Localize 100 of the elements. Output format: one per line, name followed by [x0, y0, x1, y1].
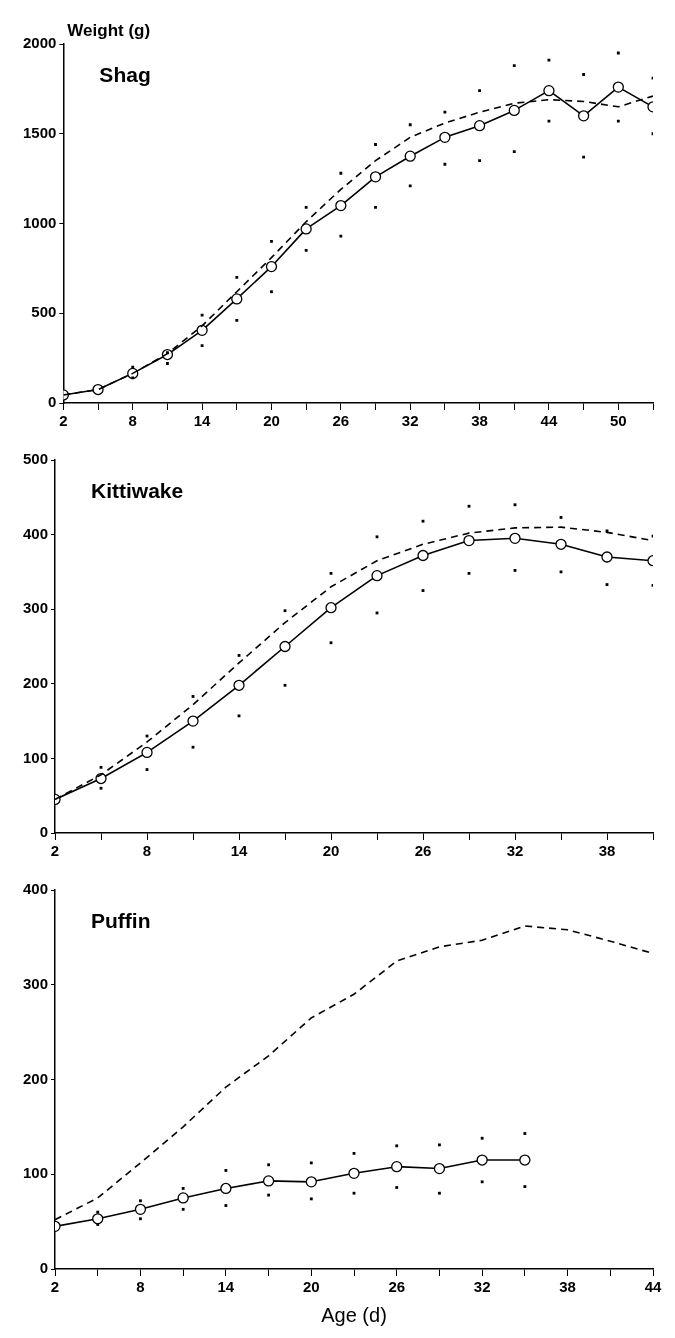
point — [443, 162, 447, 166]
point — [262, 1175, 275, 1187]
point — [371, 569, 383, 582]
point — [231, 293, 243, 305]
x-tick-label: 8 — [128, 412, 137, 430]
point — [309, 1197, 313, 1201]
x-tick-label: 38 — [471, 412, 488, 430]
y-tick-label: 300 — [23, 974, 49, 992]
point — [96, 1210, 100, 1214]
point — [601, 551, 613, 563]
y-axis-title: Weight (g) — [67, 21, 151, 41]
point — [348, 1167, 360, 1179]
point — [224, 1169, 228, 1172]
point — [224, 1204, 228, 1207]
x-tick-label: 44 — [644, 1278, 662, 1296]
point — [181, 1207, 185, 1211]
x-tick-label: 32 — [401, 412, 419, 430]
x-tick-label: 20 — [322, 842, 340, 860]
point — [509, 532, 521, 544]
point — [417, 549, 429, 562]
point — [408, 123, 412, 127]
point — [512, 64, 516, 67]
point — [555, 538, 567, 550]
point — [433, 1162, 446, 1175]
point — [92, 1213, 104, 1225]
y-tick-label: 200 — [23, 673, 49, 691]
x-tick-label: 2 — [50, 842, 60, 860]
point — [96, 1223, 100, 1226]
x-tick-label: 26 — [388, 1278, 406, 1296]
point — [325, 602, 337, 614]
point — [395, 1186, 399, 1189]
point — [134, 1203, 147, 1215]
text: Shag — [99, 63, 151, 87]
point — [304, 249, 308, 252]
point — [391, 1161, 403, 1173]
text: Kittiwake — [91, 479, 184, 503]
x-tick-label: 38 — [559, 1278, 576, 1296]
point — [523, 1185, 527, 1188]
x-axis-title: Age (d) — [321, 1303, 387, 1326]
point — [612, 81, 624, 93]
point — [139, 1217, 142, 1221]
x-tick-label: 2 — [59, 412, 68, 430]
point — [309, 1161, 313, 1165]
point — [235, 275, 239, 279]
point — [404, 150, 416, 162]
point — [270, 290, 273, 294]
y-tick-label: 1000 — [22, 213, 57, 231]
x-tick-label: 14 — [230, 842, 249, 860]
point — [131, 376, 135, 380]
point — [408, 184, 412, 188]
x-tick-label: 2 — [50, 1278, 60, 1296]
y-tick-label: 1500 — [22, 123, 57, 141]
point — [270, 240, 273, 243]
x-tick-label: 8 — [136, 1278, 145, 1296]
point — [577, 110, 590, 122]
point — [476, 1154, 488, 1166]
point — [220, 1182, 232, 1195]
point — [131, 365, 135, 369]
point — [233, 679, 245, 691]
point — [463, 534, 475, 547]
point — [582, 73, 586, 76]
point — [395, 1144, 399, 1148]
point — [480, 1136, 484, 1140]
point — [480, 1180, 484, 1184]
x-tick-label: 26 — [332, 412, 350, 430]
point — [181, 1187, 185, 1190]
point — [265, 260, 278, 273]
x-tick-label: 20 — [302, 1278, 320, 1296]
point — [187, 715, 199, 727]
y-tick-label: 0 — [39, 823, 49, 841]
y-tick-label: 0 — [48, 393, 57, 411]
point — [92, 383, 104, 396]
y-tick-label: 400 — [23, 524, 49, 542]
point — [177, 1192, 189, 1204]
x-tick-label: 20 — [263, 412, 280, 430]
x-tick-label: 44 — [540, 412, 558, 430]
x-tick-label: 8 — [142, 842, 152, 860]
y-tick-label: 2000 — [22, 34, 57, 52]
point — [369, 171, 382, 183]
y-tick-label: 100 — [23, 1164, 49, 1182]
x-tick-label: 26 — [414, 842, 432, 860]
y-tick-label: 100 — [23, 748, 49, 766]
point — [438, 1143, 441, 1147]
x-tick-label: 38 — [598, 842, 616, 860]
x-tick-label: 50 — [609, 412, 627, 430]
point — [279, 640, 291, 653]
y-tick-label: 200 — [23, 1069, 49, 1087]
x-tick-label: 14 — [193, 412, 212, 430]
point — [141, 746, 153, 759]
point — [339, 171, 343, 175]
y-tick-label: 500 — [23, 450, 49, 468]
point — [166, 362, 169, 365]
y-tick-label: 500 — [31, 303, 57, 321]
point — [616, 119, 620, 123]
point — [523, 1132, 527, 1135]
point — [196, 324, 208, 336]
x-tick-label: 14 — [217, 1278, 235, 1296]
x-tick-label: 32 — [506, 842, 524, 860]
point — [443, 110, 447, 114]
y-tick-label: 400 — [23, 880, 49, 898]
